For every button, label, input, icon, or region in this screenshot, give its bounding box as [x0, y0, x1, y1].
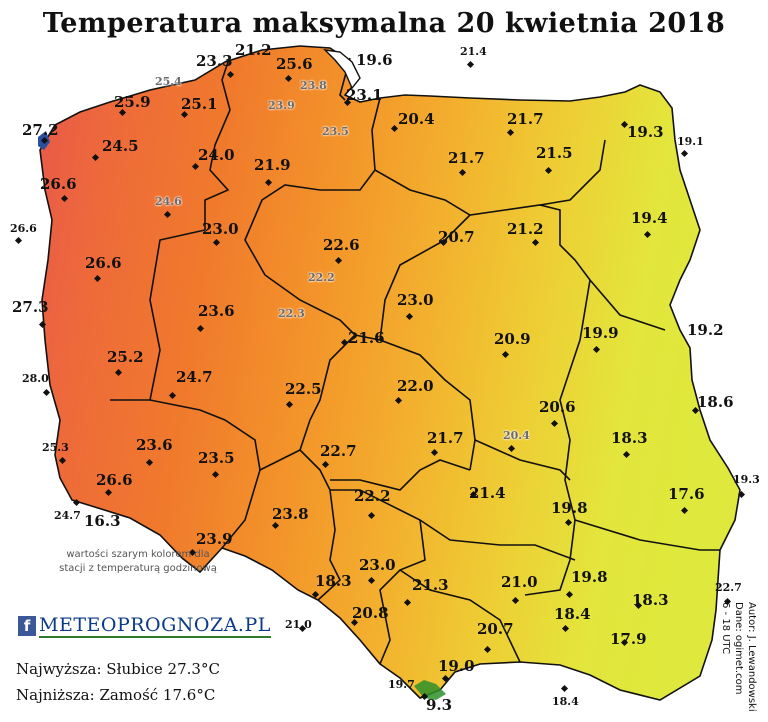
station-value: 27.3	[12, 298, 49, 316]
station-value: 24.5	[102, 137, 139, 155]
station-value: 22.6	[323, 236, 360, 254]
station-value: 22.2	[354, 487, 391, 505]
station-value: 23.6	[136, 436, 173, 454]
station-value: 17.9	[610, 630, 647, 648]
station-value: 16.3	[84, 512, 121, 530]
station-value: 19.0	[438, 657, 475, 675]
station-value: 19.9	[582, 324, 619, 342]
bay-coast	[323, 49, 361, 90]
station-value: 20.4	[503, 429, 530, 442]
station-value: 21.7	[448, 149, 485, 167]
station-value: 23.1	[346, 86, 383, 104]
station-value: 25.6	[276, 55, 313, 73]
station-value: 21.4	[460, 45, 487, 58]
station-value: 24.7	[176, 368, 213, 386]
station-value: 22.3	[278, 307, 305, 320]
station-value: 20.9	[494, 330, 531, 348]
station-value: 9.3	[426, 696, 453, 714]
station-value: 21.2	[507, 220, 544, 238]
station-value: 23.8	[300, 79, 327, 92]
station-value: 19.4	[631, 209, 668, 227]
station-value: 19.8	[551, 499, 588, 517]
station-value: 23.8	[272, 505, 309, 523]
station-value: 26.6	[96, 471, 133, 489]
station-value: 25.3	[42, 441, 69, 454]
station-value: 21.7	[507, 110, 544, 128]
station-value: 21.0	[285, 618, 312, 631]
station-value: 25.2	[107, 348, 144, 366]
station-value: 21.0	[501, 573, 538, 591]
station-value: 19.1	[677, 135, 704, 148]
station-value: 21.6	[348, 329, 385, 347]
brand-name: METEOPROGNOZA.PL	[39, 614, 271, 638]
station-value: 20.7	[477, 620, 514, 638]
station-value: 22.7	[320, 442, 357, 460]
station-value: 23.9	[268, 99, 295, 112]
station-value: 21.7	[427, 429, 464, 447]
voivodeship-borders	[110, 57, 720, 665]
station-value: 18.3	[611, 429, 648, 447]
credits-data-source: Dane: ogimet.com	[733, 602, 744, 695]
highest-temperature: Najwyższa: Słubice 27.3°C	[16, 660, 220, 678]
station-value: 23.5	[198, 449, 235, 467]
station-value: 20.4	[398, 110, 435, 128]
station-value: 26.6	[10, 222, 37, 235]
station-value: 25.1	[181, 95, 218, 113]
station-value: 23.0	[359, 556, 396, 574]
station-value: 18.4	[554, 605, 591, 623]
station-value: 18.3	[315, 572, 352, 590]
credits-author: Autor: J. Lewandowski	[746, 602, 757, 712]
station-value: 20.6	[539, 398, 576, 416]
station-value: 19.3	[627, 123, 664, 141]
station-value: 18.4	[552, 695, 579, 708]
station-value: 19.2	[687, 321, 724, 339]
station-value: 21.5	[536, 144, 573, 162]
station-value: 23.0	[397, 291, 434, 309]
station-value: 21.2	[235, 41, 272, 59]
station-value: 23.3	[196, 52, 233, 70]
station-value: 21.3	[412, 576, 449, 594]
brand-logo[interactable]: f METEOPROGNOZA.PL	[18, 614, 271, 638]
map-title: Temperatura maksymalna 20 kwietnia 2018	[42, 8, 726, 39]
lowest-temperature: Najniższa: Zamość 17.6°C	[16, 686, 216, 704]
station-value: 21.4	[469, 484, 506, 502]
facebook-icon[interactable]: f	[18, 616, 36, 636]
station-value: 25.9	[114, 93, 151, 111]
station-value: 26.6	[40, 175, 77, 193]
station-value: 24.6	[155, 195, 182, 208]
station-value: 23.9	[196, 530, 233, 548]
station-value: 20.8	[352, 604, 389, 622]
credits: Autor: J. Lewandowski Dane: ogimet.com 6…	[719, 602, 758, 720]
station-value: 24.0	[198, 146, 235, 164]
station-value: 27.2	[22, 121, 59, 139]
station-value: 22.0	[397, 377, 434, 395]
station-value: 23.5	[322, 125, 349, 138]
station-value: 23.0	[202, 220, 239, 238]
station-value: 24.7	[54, 509, 81, 522]
station-value: 22.7	[715, 581, 742, 594]
station-value: 26.6	[85, 254, 122, 272]
station-value: 22.2	[308, 271, 335, 284]
station-value: 19.3	[733, 473, 760, 486]
station-value: 18.6	[697, 393, 734, 411]
station-value: 28.0	[22, 372, 49, 385]
station-value: 23.6	[198, 302, 235, 320]
station-value: 25.4	[155, 75, 182, 88]
station-value: 17.6	[668, 485, 705, 503]
station-value: 19.6	[356, 51, 393, 69]
station-value: 19.8	[571, 568, 608, 586]
station-value: 22.5	[285, 380, 322, 398]
station-value: 20.7	[438, 228, 475, 246]
legend-note: wartości szarym kolorem dla stacji z tem…	[59, 549, 217, 574]
station-value: 18.3	[632, 591, 669, 609]
credits-period: 6 - 18 UTC	[720, 602, 731, 655]
station-value: 19.7	[388, 678, 415, 691]
poland-outline	[39, 45, 741, 701]
station-value: 21.9	[254, 156, 291, 174]
